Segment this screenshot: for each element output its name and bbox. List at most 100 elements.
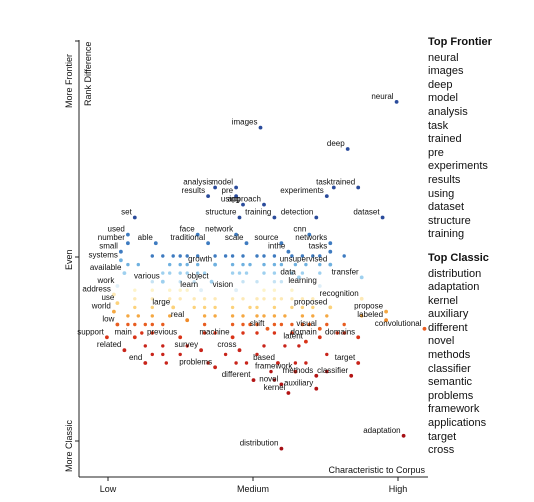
top-classic-list: distribution adaptation kernel auxiliary…	[428, 268, 532, 458]
data-point	[192, 305, 196, 310]
data-point-auxiliary	[314, 386, 319, 391]
data-point	[360, 314, 364, 318]
point-label-model: model	[211, 178, 233, 187]
data-point	[168, 288, 172, 292]
data-point	[192, 280, 196, 284]
data-point	[223, 254, 228, 258]
point-label-used: used	[108, 225, 125, 234]
point-label-proposed: proposed	[294, 297, 327, 306]
data-point	[230, 305, 235, 310]
data-point	[185, 254, 189, 258]
data-point	[164, 361, 168, 365]
data-point	[196, 254, 200, 258]
data-point	[300, 305, 305, 310]
data-point-labeled	[384, 318, 388, 323]
top-classic-title: Top Classic	[428, 251, 489, 264]
frontier-term: task	[428, 119, 449, 132]
point-label-methods: methods	[283, 366, 314, 375]
point-label-learn: learn	[180, 280, 198, 289]
data-point-novel	[279, 382, 284, 387]
point-label-experiments: experiments	[280, 186, 324, 195]
point-label-traditional: traditional	[170, 233, 205, 242]
point-label-scale: scale	[225, 233, 244, 242]
classic-term: novel	[428, 335, 455, 348]
data-point	[272, 322, 277, 327]
point-label-latent: latent	[283, 332, 303, 341]
point-label-growth: growth	[188, 255, 212, 264]
data-point-systems	[119, 258, 123, 263]
data-point-transfer	[359, 275, 364, 280]
data-point	[279, 262, 284, 267]
data-point	[283, 344, 287, 348]
data-point	[150, 297, 154, 301]
point-label-available: available	[90, 263, 122, 272]
data-point	[255, 322, 259, 327]
data-point-main	[132, 335, 137, 340]
classic-term: problems	[428, 389, 474, 402]
data-point-face	[195, 232, 200, 237]
data-point-used	[126, 232, 130, 237]
data-point	[150, 322, 154, 327]
data-point	[290, 297, 294, 301]
top-frontier-title: Top Frontier	[428, 36, 492, 48]
data-point-proposed	[328, 305, 333, 310]
point-label-end: end	[129, 353, 142, 362]
point-label-using: using	[221, 195, 240, 204]
data-point	[304, 262, 308, 267]
classic-term: framework	[428, 403, 480, 416]
data-point	[178, 254, 182, 258]
data-point	[237, 271, 242, 275]
data-point	[185, 262, 189, 267]
labeled-points: neural images deep analysis model task trained…	[77, 92, 427, 451]
data-point	[262, 297, 266, 301]
data-point	[311, 314, 315, 318]
data-point	[244, 271, 249, 275]
data-point	[300, 297, 305, 301]
data-point	[241, 297, 245, 301]
point-label-related: related	[97, 340, 121, 349]
data-point-object	[209, 279, 214, 284]
point-label-able: able	[138, 233, 154, 242]
x-tick-label-low: Low	[100, 484, 117, 494]
classic-term: different	[428, 321, 468, 334]
data-point-task	[331, 185, 336, 190]
data-point	[283, 314, 287, 318]
data-point-experiments	[324, 194, 329, 199]
data-point	[206, 361, 210, 365]
data-point	[168, 271, 172, 275]
data-point	[140, 331, 144, 335]
x-axis-label: Characteristic to Corpus	[328, 465, 425, 475]
point-label-world: world	[91, 302, 111, 311]
point-label-large: large	[152, 297, 170, 306]
data-point-available	[122, 271, 127, 275]
data-point-convolutional	[422, 326, 427, 331]
data-point-large	[171, 305, 176, 310]
data-point	[325, 314, 329, 318]
data-point-kernel	[286, 391, 291, 395]
point-label-inthe: inthe	[268, 242, 286, 251]
data-point	[150, 288, 154, 292]
data-point	[318, 271, 322, 275]
data-point	[244, 361, 249, 365]
classic-term: classifier	[428, 362, 471, 375]
point-label-previous: previous	[147, 327, 177, 336]
data-point-classifier	[349, 373, 354, 378]
data-point	[304, 361, 308, 365]
data-point-able	[153, 241, 158, 246]
data-point-trained	[356, 185, 361, 190]
point-label-vision: vision	[213, 280, 233, 289]
point-label-kernel: kernel	[264, 383, 286, 392]
data-point	[318, 262, 322, 267]
point-label-survey: survey	[175, 340, 199, 349]
data-point	[133, 288, 137, 292]
classic-term: methods	[428, 349, 471, 362]
data-point	[262, 262, 266, 267]
data-point	[192, 297, 196, 301]
data-point-approach	[262, 202, 266, 207]
data-point	[150, 331, 154, 335]
data-point	[161, 352, 165, 357]
frontier-term: trained	[428, 133, 462, 146]
data-point	[255, 254, 259, 258]
classic-term: auxiliary	[428, 308, 469, 321]
data-point-analysis	[213, 185, 218, 190]
